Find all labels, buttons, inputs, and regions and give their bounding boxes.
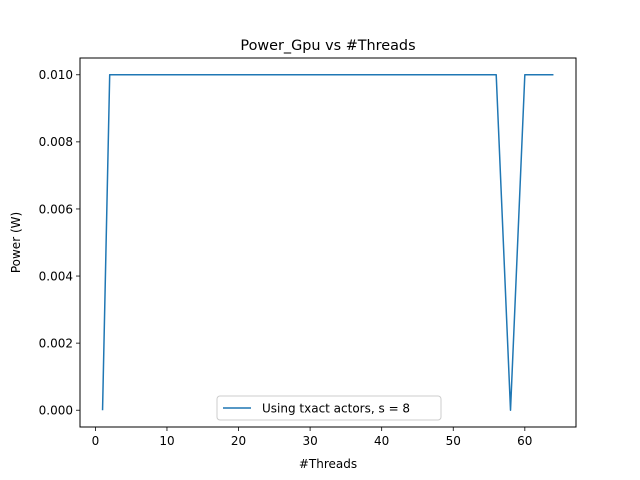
y-tick-label: 0.000 xyxy=(39,404,73,418)
x-tick-label: 50 xyxy=(446,434,461,448)
x-tick-label: 20 xyxy=(231,434,246,448)
axes-frame xyxy=(79,57,577,428)
y-tick-label: 0.002 xyxy=(39,336,73,350)
x-axis: 0 10 20 30 40 50 60 xyxy=(92,427,532,448)
series-line xyxy=(101,74,554,411)
x-tick-label: 30 xyxy=(302,434,317,448)
x-tick-label: 60 xyxy=(517,434,532,448)
legend-label: Using txact actors, s = 8 xyxy=(262,402,410,416)
plot-area xyxy=(101,74,554,411)
legend: Using txact actors, s = 8 xyxy=(216,395,442,421)
x-axis-label: #Threads xyxy=(299,457,357,471)
y-axis: 0.000 0.002 0.004 0.006 0.008 0.010 xyxy=(39,68,80,418)
y-tick-label: 0.010 xyxy=(39,68,73,82)
x-tick-label: 0 xyxy=(92,434,100,448)
chart-title: Power_Gpu vs #Threads xyxy=(240,38,415,54)
y-tick-label: 0.006 xyxy=(39,202,73,216)
legend-box xyxy=(216,395,442,421)
y-axis-label: Power (W) xyxy=(9,212,23,273)
y-tick-label: 0.008 xyxy=(39,135,73,149)
y-tick-label: 0.004 xyxy=(39,269,73,283)
x-tick-label: 10 xyxy=(159,434,174,448)
x-tick-label: 40 xyxy=(374,434,389,448)
